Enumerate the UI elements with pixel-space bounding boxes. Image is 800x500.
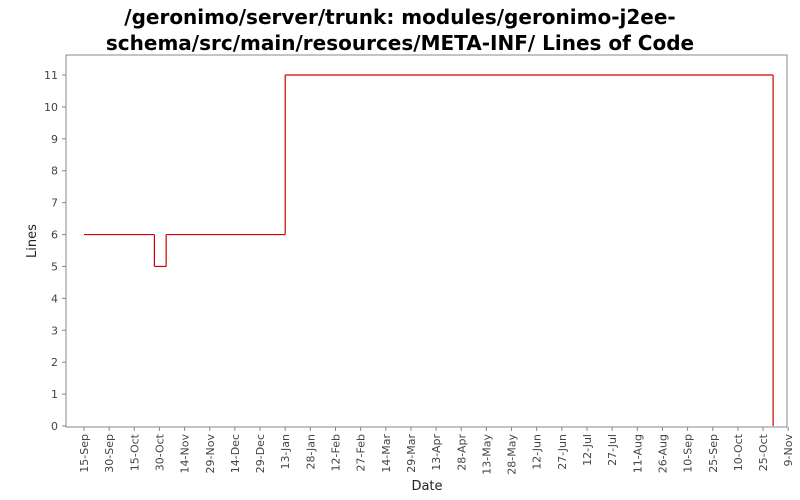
y-tick-label: 2 [51,356,58,369]
x-tick-label: 10-Oct [732,433,745,471]
series-layer [84,74,774,426]
x-tick-label: 26-Aug [656,434,669,473]
x-tick-label: 29-Nov [204,434,217,474]
x-axis-label: Date [411,479,442,494]
chart-title: /geronimo/server/trunk: modules/geronimo… [0,4,800,56]
y-tick-label: 5 [51,260,58,273]
y-tick-label: 10 [44,101,58,114]
y-axis-ticks: 0 1 2 3 4 5 6 7 8 9 10 11 [44,69,66,433]
x-tick-label: 30-Oct [153,433,166,471]
x-tick-label: 28-Apr [455,434,468,471]
x-tick-label: 15-Sep [78,434,91,473]
x-tick-label: 12-Jun [531,434,544,470]
y-tick-label: 9 [51,133,58,146]
x-tick-label: 30-Sep [103,434,116,473]
y-tick-label: 11 [44,69,58,82]
x-tick-label: 27-Jun [556,434,569,470]
chart-title-line-2: schema/src/main/resources/META-INF/ Line… [105,31,695,55]
x-tick-label: 29-Mar [405,434,418,473]
x-tick-label: 13-Apr [430,434,443,471]
y-tick-label: 1 [51,388,58,401]
x-tick-label: 12-Jul [581,434,594,466]
x-tick-label: 28-May [506,434,519,475]
y-tick-label: 6 [51,229,58,242]
y-tick-label: 3 [51,324,58,337]
x-tick-label: 28-Jan [304,434,317,470]
x-tick-label: 25-Oct [757,433,770,471]
x-tick-label: 13-May [480,434,493,475]
x-tick-label: 12-Feb [330,434,343,471]
x-tick-label: 14-Dec [229,434,242,473]
x-tick-label: 15-Oct [128,433,141,471]
y-tick-label: 4 [51,292,58,305]
x-tick-label: 11-Aug [631,434,644,473]
y-tick-label: 0 [51,420,58,433]
chart-title-line-1: /geronimo/server/trunk: modules/geronimo… [124,5,676,29]
x-tick-label: 14-Mar [380,434,393,473]
x-tick-label: 9-Nov [782,434,795,467]
x-tick-label: 14-Nov [179,434,192,474]
plot-area [65,54,788,428]
y-axis-label: Lines [25,224,40,258]
x-tick-label: 13-Jan [279,434,292,470]
x-tick-label: 25-Sep [707,434,720,473]
x-axis-ticks: 15-Sep 30-Sep 15-Oct 30-Oct 14-Nov 29-Nov 14-D… [78,427,795,475]
x-tick-label: 27-Jul [606,434,619,466]
y-tick-label: 8 [51,165,58,178]
x-tick-label: 27-Feb [355,434,368,471]
x-tick-label: 10-Sep [682,434,695,473]
x-tick-label: 29-Dec [254,434,267,473]
y-tick-label: 7 [51,197,58,210]
